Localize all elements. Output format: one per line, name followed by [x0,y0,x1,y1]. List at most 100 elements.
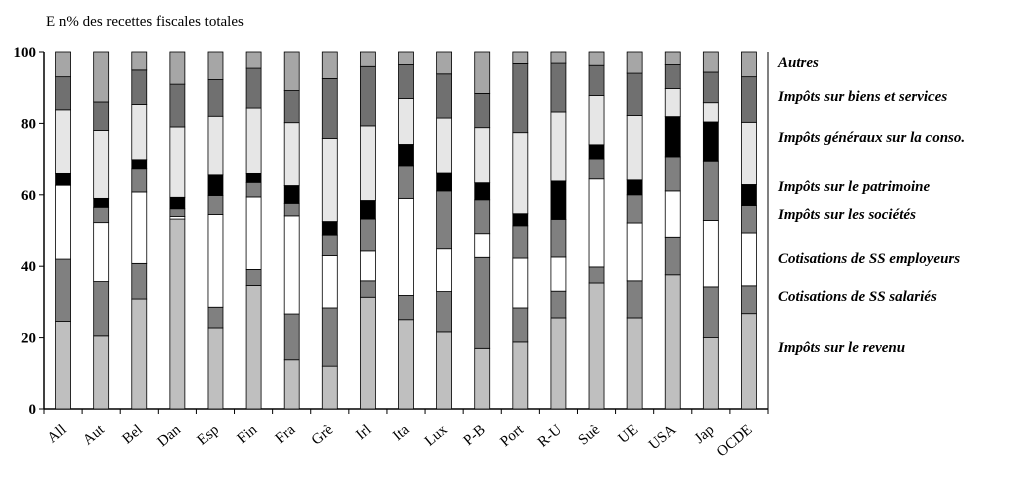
bar-segment [245,285,262,410]
bar-segment [131,168,148,193]
bar-segment [93,101,110,131]
bar-segment [55,321,71,410]
bar-segment [436,291,453,333]
x-tick-label: Ita [390,422,413,445]
bar-segment [131,159,148,170]
bar-segment [283,215,300,315]
bar-segment [169,83,186,128]
bar-segment [321,255,338,309]
bar-segment [664,51,681,65]
bar-segment [664,64,681,89]
bar-segment [474,256,491,349]
bar-segment [359,200,376,220]
bar-segment [245,107,262,174]
bar-segment [512,341,529,410]
bar-segment [245,196,262,270]
bar-segment [702,220,719,288]
bar-segment [512,63,529,134]
bar-segment [93,130,110,199]
bar-segment [283,185,300,204]
axis-layer: 0 20 40 60 80 100 [14,45,769,418]
bar-segment [626,280,643,319]
bar-segment [321,137,338,222]
bar-segment [702,286,719,339]
bar-segment [436,248,453,292]
bar-segment [512,51,529,64]
bar-segment [512,132,529,215]
bar-segment [741,51,757,78]
bar-segment [550,317,567,410]
bar-segment [588,266,605,284]
bar-segment [55,109,71,174]
bar-segment [283,51,300,91]
chart-title: E n% des recettes fiscales totales [46,14,244,30]
bar-segment [512,307,529,343]
legend-entry: Cotisations de SS salariés [778,289,937,305]
bar-segment [398,98,414,145]
x-tick-label: Jap [692,422,718,447]
x-tick-label: USA [646,422,679,454]
bar-segment [321,365,338,410]
bar-segment [283,359,300,410]
bar-segment [626,317,643,410]
bar-segment [588,95,605,146]
x-tick-label: UE [616,422,642,447]
x-tick-label: All [45,422,70,447]
bar-segment [321,234,338,256]
bar-segment [398,64,414,99]
bar-segment [741,76,757,123]
bar-segment [321,51,338,79]
bar-segment [626,222,643,282]
bar-segment [588,64,605,96]
bar-segment [588,144,605,160]
bar-segment [588,178,605,268]
bar-segment [702,71,719,104]
bar-segment [398,197,414,296]
bar-segment [741,313,757,410]
bar-segment [131,51,148,71]
bar-segment [359,280,376,298]
legend-entry: Autres [777,55,819,71]
y-tick-label: 20 [21,331,36,347]
bar-segment [93,281,110,337]
x-tick-label: Aut [80,421,108,448]
bar-segment [131,69,148,105]
bar-segment [55,76,71,111]
bar-segment [283,90,300,124]
bar-segment [359,250,376,282]
legend-layer: Autres Impôts sur biens et services Impôts… [777,55,965,356]
bar-segment [702,160,719,221]
bar-segment [550,51,567,64]
bar-segment [664,116,681,158]
bar-segment [398,51,414,65]
bar-segment [664,236,681,276]
bar-segment [245,269,262,286]
bar-segment [93,206,110,224]
bar-segment [702,337,719,410]
bar-segment [512,213,529,227]
bar-segment [283,313,300,361]
bar-segment [359,125,376,201]
bar-segment [321,221,338,236]
bar-segment [588,51,605,66]
x-tick-label: Suè [576,422,604,449]
bar-segment [664,156,681,192]
bar-segment [436,73,453,119]
bar-segment [169,196,186,210]
bar-segment [626,179,643,196]
x-tick-label: Fra [273,422,299,447]
bar-segment [436,117,453,174]
x-tick-label: P-B [461,422,489,449]
bar-segment [474,182,491,201]
legend-entry: Impôts sur les sociétés [777,207,916,223]
y-tick-label: 0 [29,402,37,418]
x-tick-label: Port [497,421,527,450]
legend-entry: Cotisations de SS employeurs [778,251,960,267]
bar-segment [169,218,186,410]
bar-segment [207,174,224,196]
bar-segment [131,298,148,410]
bar-segment [359,51,376,67]
bar-segment [512,257,529,309]
bar-segment [741,232,757,287]
